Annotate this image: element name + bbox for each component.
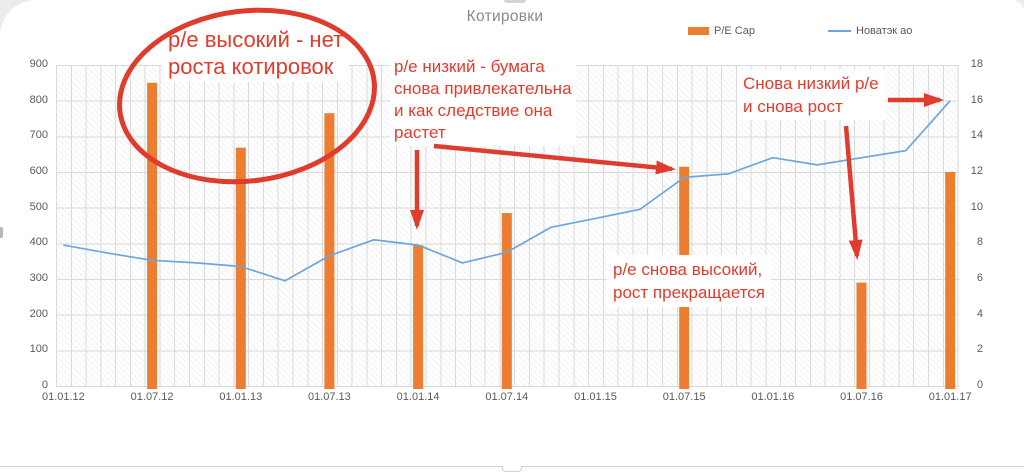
bottom-drag-handle[interactable] — [502, 466, 522, 472]
left-axis-tick: 300 — [29, 272, 48, 284]
left-axis-tick: 100 — [29, 343, 48, 356]
x-axis-tick: 01.07.13 — [307, 391, 351, 403]
chart-title: Котировки — [466, 8, 544, 25]
left-edge-handle[interactable] — [0, 227, 3, 238]
right-axis-tick: 10 — [970, 200, 983, 213]
annotation-low-pe: р/е низкий - бумага снова привлекательна… — [390, 54, 576, 146]
x-axis-tick: 01.07.14 — [485, 391, 529, 403]
right-axis-tick: 18 — [970, 58, 983, 70]
x-axis-tick: 01.07.16 — [840, 391, 883, 403]
right-axis-tick: 16 — [970, 93, 983, 106]
left-axis-tick: 200 — [29, 307, 48, 320]
x-axis-tick: 01.07.12 — [130, 391, 174, 403]
left-axis-tick: 0 — [41, 379, 48, 391]
right-axis-tick: 14 — [970, 129, 983, 142]
legend-item-pe-cap: P/E Cap — [688, 24, 755, 38]
right-axis-tick: 2 — [976, 343, 983, 356]
x-axis-tick: 01.07.15 — [662, 391, 706, 403]
left-axis-tick: 700 — [29, 129, 48, 142]
left-axis-tick: 800 — [29, 93, 48, 106]
right-axis-tick: 4 — [976, 307, 983, 320]
right-axis-tick: 0 — [976, 379, 983, 391]
left-axis-tick: 900 — [29, 58, 48, 70]
left-axis-tick: 600 — [29, 165, 48, 177]
right-axis-tick: 8 — [976, 236, 983, 249]
x-axis-tick: 01.01.17 — [928, 391, 972, 403]
x-axis-tick: 01.01.13 — [219, 391, 263, 403]
legend-label: P/E Cap — [714, 25, 755, 37]
x-axis-tick: 01.01.16 — [751, 391, 795, 403]
x-axis-tick: 01.01.14 — [396, 391, 440, 403]
legend-line-swatch — [828, 30, 851, 32]
top-edge-smudge — [504, 0, 526, 3]
x-axis-tick: 01.01.12 — [41, 391, 85, 403]
annotation-high-pe-again: р/е снова высокий, рост прекращается — [607, 255, 772, 307]
legend-bar-swatch — [688, 27, 709, 35]
x-axis-tick: 01.01.15 — [574, 391, 617, 403]
left-axis-tick: 400 — [29, 236, 48, 249]
annotation-low-pe-again: Снова низкий р/е и снова рост — [737, 70, 885, 120]
right-axis-tick: 12 — [970, 165, 983, 177]
right-axis-tick: 6 — [976, 272, 983, 284]
legend-label: Новатэк ао — [856, 25, 913, 37]
left-axis-tick: 500 — [29, 200, 48, 213]
annotation-high-pe: р/е высокий - нет роста котировок — [162, 24, 350, 82]
legend-item-novatek: Новатэк ао — [828, 24, 912, 38]
